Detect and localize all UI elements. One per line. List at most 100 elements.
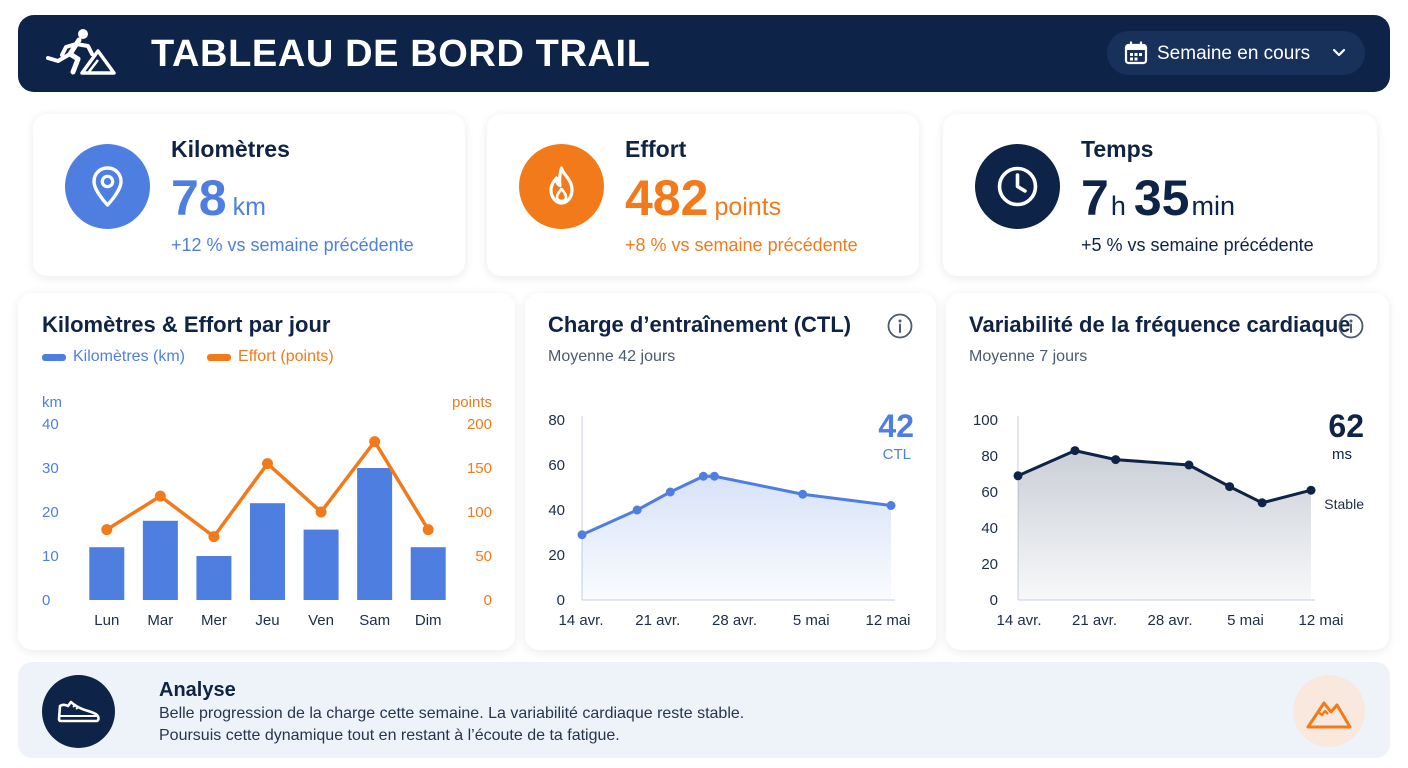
kpi-value: 78 km (171, 169, 266, 236)
kpi-value: 7h 35min (1081, 169, 1243, 235)
legend-item-effort: Effort (points) (207, 347, 334, 367)
chart-legend: Kilomètres (km) Effort (points) (42, 347, 334, 367)
left-axis-tick: 10 (42, 548, 59, 565)
data-point (577, 530, 587, 540)
bar-km (410, 547, 446, 600)
right-axis-tick: 200 (467, 416, 492, 433)
data-point (665, 487, 675, 497)
right-axis-tick: 150 (467, 460, 492, 477)
legend-swatch-km (42, 353, 66, 361)
x-axis-tick: 14 avr. (558, 612, 603, 629)
effort-point (315, 506, 327, 518)
big-value-unit: ms (1332, 446, 1352, 463)
y-axis-tick: 20 (548, 547, 565, 564)
y-axis-tick: 80 (548, 412, 565, 429)
info-icon[interactable] (887, 313, 913, 339)
info-icon[interactable] (1338, 313, 1364, 339)
x-axis-tick: 14 avr. (996, 612, 1041, 629)
y-axis-tick: 40 (548, 502, 565, 519)
left-axis-tick: 0 (42, 592, 50, 609)
kpi-change: +5 % vs semaine précédente (1081, 235, 1314, 255)
app-header: TABLEAU DE BORD TRAIL Semaine en cours (18, 15, 1390, 92)
data-point (886, 501, 896, 510)
y-axis-tick: 40 (981, 520, 998, 537)
kpi-number: 78 (171, 170, 227, 226)
data-point (698, 471, 708, 481)
effort-point (422, 524, 434, 536)
data-point (798, 489, 808, 499)
chart-title: Variabilité de la fréquence cardiaque (969, 312, 1351, 337)
analysis-text-line-1: Belle progression de la charge cette sem… (159, 705, 745, 722)
analysis-title: Analyse (159, 679, 236, 701)
kpi-hours: 7 (1081, 170, 1109, 226)
y-axis-tick: 0 (557, 592, 565, 609)
kpi-icon-circle (65, 144, 150, 229)
bar-km (142, 520, 178, 600)
period-dropdown[interactable]: Semaine en cours (1107, 31, 1365, 75)
data-point (1306, 485, 1316, 495)
x-axis-tick: Dim (415, 612, 442, 629)
kpi-icon-circle (519, 144, 604, 229)
chart-subtitle: Moyenne 7 jours (969, 348, 1088, 365)
status-label: Stable (1324, 496, 1364, 512)
x-axis-tick: Jeu (255, 612, 279, 629)
effort-point (154, 490, 166, 502)
data-point (1225, 482, 1235, 492)
kpi-card-kilometers: Kilomètres 78 km +12 % vs semaine précéde… (33, 114, 465, 276)
left-axis-tick: 20 (42, 504, 59, 521)
y-axis-tick: 60 (548, 457, 565, 474)
kpi-card-effort: Effort 482 points +8 % vs semaine précéde… (487, 114, 919, 276)
x-axis-tick: Sam (359, 612, 390, 629)
kpi-title: Kilomètres (171, 136, 290, 162)
kpi-minutes: 35 (1133, 170, 1190, 226)
area-fill (582, 476, 891, 600)
effort-point (101, 524, 113, 536)
y-axis-tick: 0 (990, 592, 998, 609)
bar-km (196, 556, 232, 600)
area-fill (1018, 450, 1311, 600)
x-axis-tick: 5 mai (1227, 612, 1264, 629)
ctl-area-chart: 0 20 40 60 80 14 avr. 21 avr. 28 avr. 5 mai 12 ma… (548, 408, 914, 629)
y-axis-tick: 100 (973, 412, 998, 429)
kpi-value: 482 points (625, 169, 781, 236)
data-point (1013, 471, 1023, 481)
kpi-minutes-unit: min (1191, 191, 1235, 221)
chart-subtitle: Moyenne 42 jours (548, 348, 676, 365)
kpi-card-time: Temps 7h 35min +5 % vs semaine précédente (943, 114, 1377, 276)
mountain-icon (1306, 701, 1352, 729)
y-axis-tick: 20 (981, 556, 998, 573)
big-value: 42 (878, 408, 914, 444)
right-axis-unit: points (452, 394, 492, 411)
running-shoe-icon (57, 700, 100, 723)
right-axis-tick: 100 (467, 504, 492, 521)
chart-card-daily: Kilomètres & Effort par jour Kilomètres … (18, 293, 515, 650)
data-point (632, 505, 642, 515)
x-axis-tick: Mar (147, 612, 173, 629)
analysis-text-line-2: Poursuis cette dynamique tout en restant… (159, 727, 620, 744)
x-axis-tick: 12 mai (1298, 612, 1343, 629)
y-axis-tick: 60 (981, 484, 998, 501)
shoe-icon-circle (42, 675, 115, 748)
kpi-change: +12 % vs semaine précédente (171, 235, 414, 255)
map-pin-icon (92, 166, 123, 207)
kpi-title: Effort (625, 136, 687, 162)
x-axis-tick: 5 mai (793, 612, 830, 629)
kpi-icon-circle (975, 144, 1060, 229)
effort-point (262, 458, 273, 470)
right-axis-tick: 50 (475, 548, 492, 565)
data-point (1111, 455, 1121, 465)
period-label: Semaine en cours (1157, 43, 1311, 64)
kpi-hours-unit: h (1110, 191, 1126, 221)
right-axis-tick: 0 (484, 592, 492, 609)
kpi-number: 482 (625, 170, 709, 226)
analysis-banner: Analyse Belle progression de la charge c… (18, 662, 1390, 758)
effort-point (369, 436, 381, 448)
data-point (1184, 460, 1194, 470)
clock-icon (997, 166, 1038, 207)
x-axis-tick: Ven (308, 612, 334, 629)
flame-icon (549, 166, 574, 205)
page-title: TABLEAU DE BORD TRAIL (151, 33, 651, 75)
bar-km (250, 503, 285, 600)
chart-title: Kilomètres & Effort par jour (42, 312, 331, 337)
left-axis-unit: km (42, 394, 62, 411)
